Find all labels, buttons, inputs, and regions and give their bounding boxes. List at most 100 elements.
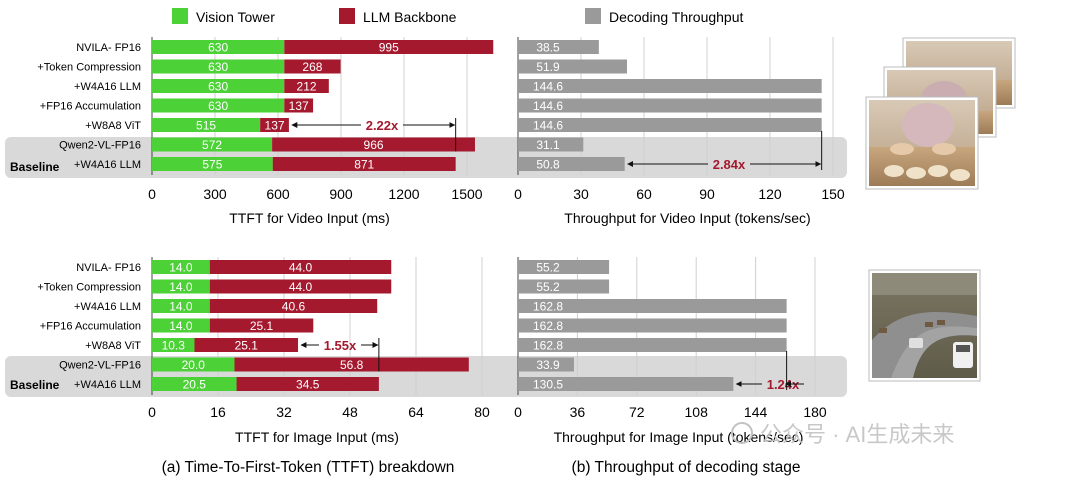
watermark-text: 公众号 · AI生成未来: [760, 422, 954, 447]
bar-decoding-throughput: [518, 357, 574, 372]
bar-llm-backbone: [209, 260, 392, 274]
x-axis-label: TTFT for Image Input (ms): [235, 429, 399, 445]
legend-swatch-llm-backbone: [339, 8, 355, 24]
baseline-label-video: Baseline: [10, 160, 60, 174]
bar-value-label: 56.8: [340, 358, 364, 372]
bar-llm-backbone: [284, 79, 329, 93]
bar-value-label: 966: [364, 138, 384, 152]
bar-value-label: 137: [265, 119, 285, 133]
tick-label: 0: [514, 186, 522, 202]
bar-vision-tower: [152, 357, 235, 372]
bar-decoding-throughput: [518, 118, 822, 132]
bar-value-label: 144.6: [533, 80, 563, 94]
video-frame-front: [865, 96, 979, 190]
bar-value-label: 14.0: [169, 319, 193, 333]
bar-value-label: 14.0: [169, 300, 193, 314]
tick-label: 80: [474, 404, 490, 420]
x-axis-label: Throughput for Video Input (tokens/sec): [564, 210, 810, 226]
bar-llm-backbone: [209, 299, 378, 313]
bar-decoding-throughput: [518, 79, 822, 93]
bar-decoding-throughput: [518, 137, 584, 152]
bar-value-label: 25.1: [235, 339, 259, 353]
bar-llm-backbone: [284, 59, 341, 74]
tick-label: 150: [821, 186, 845, 202]
bar-decoding-throughput: [518, 157, 625, 171]
category-label: +W4A16 LLM: [74, 379, 141, 391]
bar-decoding-throughput: [518, 59, 627, 74]
bar-value-label: 144.6: [533, 99, 563, 113]
category-label: +W4A16 LLM: [74, 81, 141, 93]
bar-decoding-throughput: [518, 318, 787, 333]
bar-llm-backbone: [209, 318, 314, 333]
legend-swatch-vision-tower: [172, 8, 188, 24]
category-label: +W8A8 ViT: [85, 120, 141, 132]
tick-label: 90: [699, 186, 715, 202]
tick-label: 48: [342, 404, 358, 420]
tick-label: 0: [514, 404, 522, 420]
tick-label: 32: [276, 404, 292, 420]
bar-decoding-throughput: [518, 377, 734, 391]
tick-label: 0: [148, 186, 156, 202]
bar-value-label: 162.8: [533, 319, 563, 333]
speedup-annotation: 1.24x: [767, 377, 800, 392]
bar-value-label: 630: [208, 99, 228, 113]
image-input-thumbnail: [868, 269, 981, 382]
watermark: 公众号 · AI生成未来: [731, 422, 954, 447]
bar-value-label: 14.0: [169, 280, 193, 294]
bar-value-label: 51.9: [536, 60, 560, 74]
bar-vision-tower: [152, 299, 210, 313]
category-label: +W4A16 LLM: [74, 301, 141, 313]
bar-value-label: 10.3: [162, 339, 186, 353]
category-label: NVILA- FP16: [76, 42, 141, 54]
tick-label: 60: [636, 186, 652, 202]
tick-label: 16: [210, 404, 226, 420]
category-label: +W4A16 LLM: [74, 159, 141, 171]
bar-value-label: 34.5: [296, 378, 320, 392]
bar-value-label: 575: [202, 158, 222, 172]
bar-value-label: 515: [196, 119, 216, 133]
legend-swatch-decoding-throughput: [585, 8, 601, 24]
bar-vision-tower: [152, 79, 285, 93]
chart-2: 38.5 51.9 144.6 144.6 144.6 31.1 50.8 0 30 60 90 12…: [514, 37, 845, 226]
bar-value-label: 630: [208, 60, 228, 74]
bar-decoding-throughput: [518, 98, 822, 113]
bar-value-label: 40.6: [282, 300, 306, 314]
legend-label-llm-backbone: LLM Backbone: [363, 9, 457, 25]
x-axis-label: Throughput for Image Input (tokens/sec): [554, 429, 804, 445]
x-axis-label: TTFT for Video Input (ms): [229, 210, 390, 226]
bar-llm-backbone: [284, 40, 494, 54]
chart-3: NVILA- FP16 +Token Compression +W4A16 LLM +…: [37, 257, 490, 445]
bar-vision-tower: [152, 318, 210, 333]
bar-vision-tower: [152, 137, 273, 152]
bar-value-label: 55.2: [536, 280, 560, 294]
bar-vision-tower: [152, 377, 237, 391]
bar-vision-tower: [152, 118, 261, 132]
bar-value-label: 44.0: [289, 280, 313, 294]
bar-vision-tower: [152, 338, 195, 352]
bar-llm-backbone: [284, 98, 314, 113]
bar-value-label: 572: [202, 138, 222, 152]
baseline-label-image: Baseline: [10, 378, 60, 392]
category-label: +FP16 Accumulation: [40, 321, 141, 333]
bar-value-label: 630: [208, 41, 228, 55]
bar-vision-tower: [152, 157, 273, 171]
legend-item-decoding-throughput: Decoding Throughput: [585, 8, 744, 25]
category-label: +W8A8 ViT: [85, 340, 141, 352]
legend-item-vision-tower: Vision Tower: [172, 8, 275, 25]
bar-value-label: 130.5: [533, 378, 563, 392]
tick-label: 300: [203, 186, 227, 202]
bar-value-label: 162.8: [533, 300, 563, 314]
category-label: +Token Compression: [37, 62, 141, 74]
chart-1: NVILA- FP16 +Token Compression +W4A16 LLM +…: [37, 37, 494, 226]
tick-label: 1200: [388, 186, 419, 202]
bar-value-label: 50.8: [536, 158, 560, 172]
legend-label-vision-tower: Vision Tower: [196, 9, 275, 25]
bar-value-label: 162.8: [533, 339, 563, 353]
bar-llm-backbone: [236, 377, 379, 391]
tick-label: 36: [570, 404, 586, 420]
bar-vision-tower: [152, 260, 210, 274]
video-input-thumbnail: [865, 37, 1016, 190]
tick-label: 900: [329, 186, 353, 202]
bar-decoding-throughput: [518, 279, 610, 294]
